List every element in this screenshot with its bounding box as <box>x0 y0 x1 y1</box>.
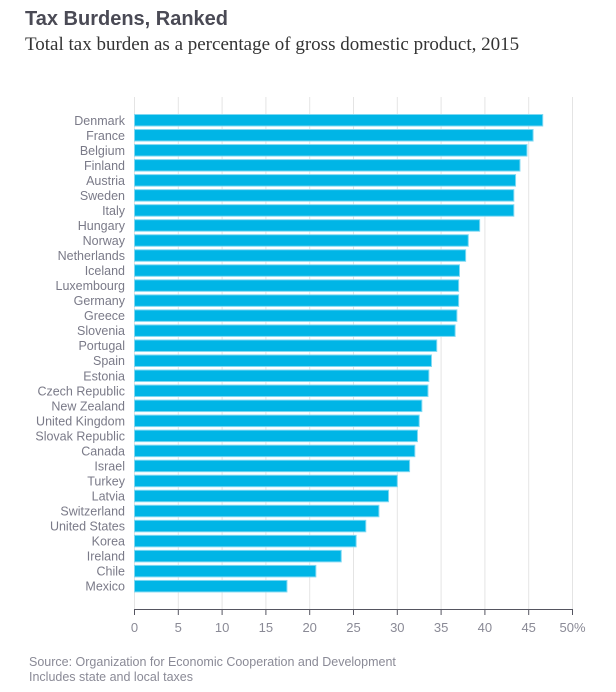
bar <box>134 279 460 292</box>
category-label: Czech Republic <box>37 384 125 398</box>
category-label: Slovak Republic <box>35 429 125 443</box>
bar <box>134 399 423 413</box>
category-label: France <box>86 129 125 143</box>
x-tick-label: 20 <box>302 620 316 635</box>
bar <box>134 204 515 217</box>
bar <box>134 369 430 383</box>
bar <box>134 384 429 398</box>
footer: Source: Organization for Economic Cooper… <box>29 655 396 685</box>
category-label: Austria <box>86 174 125 188</box>
category-label: Belgium <box>80 144 125 158</box>
x-tick-label: 30 <box>390 620 404 635</box>
bar <box>134 219 481 232</box>
category-label: Latvia <box>92 490 125 504</box>
bar <box>134 354 432 367</box>
category-label: Hungary <box>78 219 126 233</box>
bar <box>134 534 357 548</box>
x-axis: 0 5 10 15 20 25 30 35 40 45 50% <box>131 609 586 635</box>
category-labels: DenmarkFranceBelgiumFinlandAustriaSweden… <box>35 114 125 594</box>
chart-subtitle: Total tax burden as a percentage of gros… <box>25 34 520 55</box>
bars <box>134 114 544 593</box>
bar <box>134 234 469 247</box>
bar <box>134 414 420 428</box>
category-label: Ireland <box>87 550 125 564</box>
category-label: Greece <box>84 309 125 323</box>
bar <box>134 474 398 488</box>
bar <box>134 264 460 277</box>
bar <box>134 339 438 352</box>
bar <box>134 489 390 503</box>
category-label: Spain <box>93 354 125 368</box>
category-label: Denmark <box>74 114 125 128</box>
x-tick-label: 25 <box>346 620 360 635</box>
footnote: Includes state and local taxes <box>29 670 193 684</box>
category-label: Chile <box>97 565 126 579</box>
bar <box>134 504 380 518</box>
bar <box>134 294 460 307</box>
category-label: Finland <box>84 159 125 173</box>
x-tick-label: 40 <box>478 620 492 635</box>
x-tick-label: 45 <box>521 620 535 635</box>
bar <box>134 579 288 593</box>
category-label: Korea <box>92 535 125 549</box>
bar <box>134 429 418 443</box>
category-label: Netherlands <box>58 249 125 263</box>
bar <box>134 174 517 187</box>
x-tick-label: 35 <box>434 620 448 635</box>
bar <box>134 159 521 172</box>
bar <box>134 249 467 262</box>
category-label: New Zealand <box>51 399 125 413</box>
x-tick-label: 15 <box>259 620 273 635</box>
chart-title: Tax Burdens, Ranked <box>25 8 229 30</box>
category-label: Switzerland <box>60 505 125 519</box>
category-label: Norway <box>83 234 126 248</box>
bar <box>134 144 528 157</box>
category-label: Slovenia <box>77 324 125 338</box>
x-tick-label: 10 <box>215 620 229 635</box>
source-note: Source: Organization for Economic Cooper… <box>29 655 396 669</box>
category-label: Luxembourg <box>56 279 126 293</box>
category-label: Germany <box>74 294 126 308</box>
category-label: Canada <box>81 444 125 458</box>
x-tick-label: 5 <box>175 620 182 635</box>
bar <box>134 519 367 533</box>
category-label: Estonia <box>83 369 125 383</box>
bar <box>134 324 456 337</box>
category-label: Mexico <box>85 580 125 594</box>
category-label: Israel <box>94 459 125 473</box>
x-tick-label: 50% <box>559 620 585 635</box>
category-label: Turkey <box>87 474 125 488</box>
category-label: Sweden <box>80 189 125 203</box>
category-label: Portugal <box>78 339 125 353</box>
category-label: Italy <box>102 204 126 218</box>
bar-chart: DenmarkFranceBelgiumFinlandAustriaSweden… <box>35 97 586 635</box>
bar <box>134 114 544 127</box>
bar <box>134 459 411 473</box>
bar <box>134 129 534 142</box>
bar <box>134 564 317 578</box>
bar <box>134 189 515 202</box>
x-tick-label: 0 <box>131 620 138 635</box>
bar <box>134 309 458 322</box>
category-label: United States <box>50 520 125 534</box>
category-label: United Kingdom <box>36 414 125 428</box>
bar <box>134 549 342 563</box>
bar <box>134 444 416 458</box>
category-label: Iceland <box>85 264 125 278</box>
